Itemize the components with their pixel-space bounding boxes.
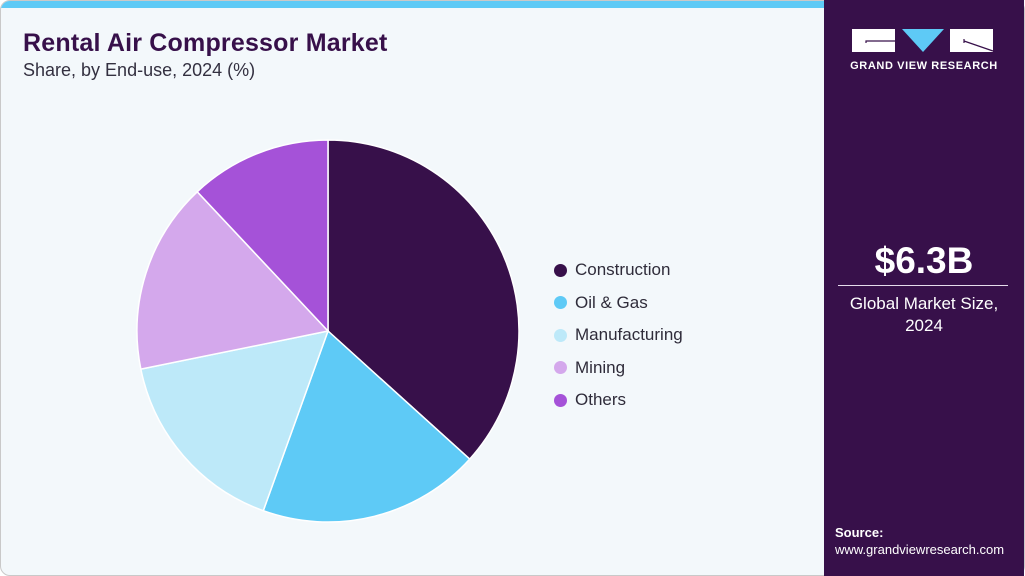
accent-bar [1,1,825,8]
market-size-label: Global Market Size, 2024 [824,293,1024,337]
pie-slice-mining [136,190,330,371]
legend: Construction Oil & Gas Manufacturing Mining… [554,254,683,417]
legend-label: Construction [575,260,671,280]
brand-name: GRAND VIEW RESEARCH [850,60,998,72]
legend-item: Oil & Gas [554,287,683,320]
chart-subtitle: Share, by End-use, 2024 (%) [23,60,256,80]
legend-item: Manufacturing [554,319,683,352]
legend-dot-icon [554,393,567,407]
gvr-logo-icon [852,29,994,52]
info-panel: GRAND VIEW RESEARCH $6.3B Global Market … [824,0,1024,576]
pie-slice-oil-gas [262,329,471,523]
legend-dot-icon [554,361,567,375]
legend-dot-icon [554,296,567,310]
chart-title: Rental Air Compressor Market [23,29,388,57]
market-size-value: $6.3B [874,240,974,281]
legend-dot-icon [554,328,567,342]
pie-slice-construction [327,139,520,461]
pie-slice-manufacturing [139,329,330,512]
market-size-label-year: 2024 [905,316,943,335]
market-size-label-line1: Global Market Size, [849,294,999,313]
pie-chart [136,139,520,523]
legend-item: Others [554,384,683,417]
legend-item: Construction [554,254,683,287]
legend-dot-icon [554,263,567,277]
legend-label: Oil & Gas [575,292,648,312]
pie-slice-others [196,139,329,333]
divider [838,285,1008,286]
legend-label: Mining [575,357,626,377]
legend-label: Others [575,390,627,410]
legend-item: Mining [554,352,683,385]
source-label: Source: [835,525,884,540]
source-link[interactable]: www.grandviewresearch.com [835,542,1005,557]
legend-label: Manufacturing [575,325,683,345]
